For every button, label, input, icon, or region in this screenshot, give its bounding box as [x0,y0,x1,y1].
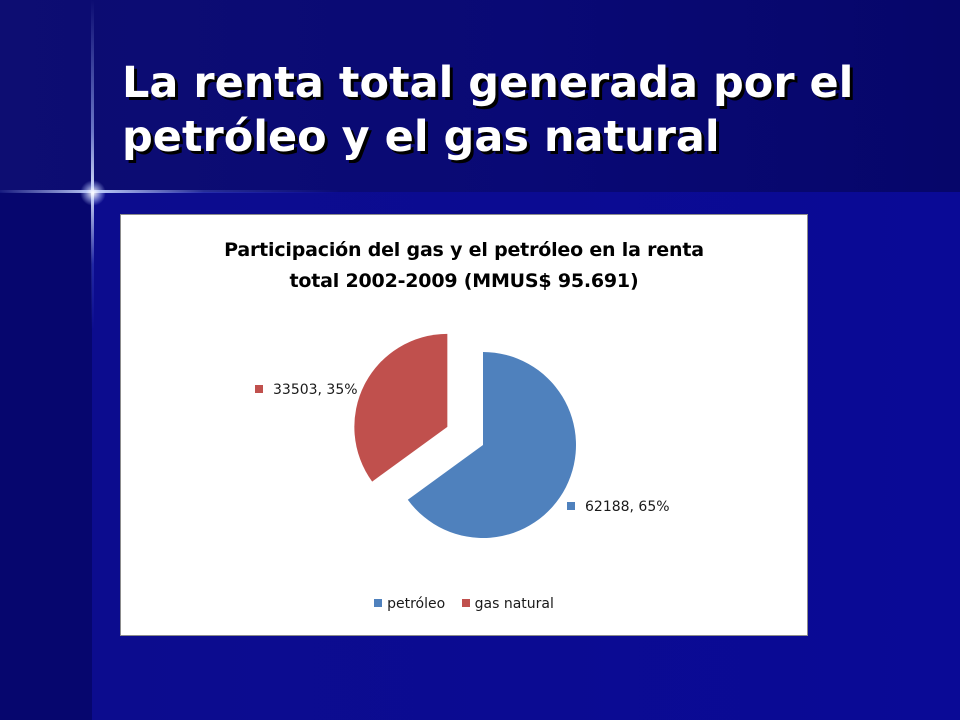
chart-legend: petróleo gas natural [121,596,807,612]
sparkle-line-horizontal [0,190,340,193]
legend-swatch-gas-natural [461,599,470,607]
legend-label-gas-natural: gas natural [474,596,554,612]
title-band [0,0,960,192]
data-label-marker-gas-natural [255,385,263,393]
chart-area: Participación del gas y el petróleo en l… [120,214,808,636]
sparkle-star-icon [80,180,106,206]
slide-title: La renta total generada por el petróleo … [122,56,922,164]
data-label-marker-petroleo [567,502,575,510]
chart-title: Participación del gas y el petróleo en l… [121,235,807,297]
data-label-text-petroleo: 62188, 65% [585,499,670,515]
chart-title-line-2: total 2002-2009 (MMUS$ 95.691) [289,270,639,292]
legend-label-petroleo: petróleo [387,596,446,612]
legend-item-petroleo: petróleo [374,596,445,612]
sparkle-line-vertical [91,0,94,330]
pie-slice-petroleo [407,352,576,538]
pie-chart [354,333,576,538]
pie-slice-gas-natural [354,333,448,482]
chart-title-line-1: Participación del gas y el petróleo en l… [224,239,704,261]
data-label-gas-natural: 33503, 35% [255,382,358,398]
legend-swatch-petroleo [374,599,383,607]
legend-item-gas-natural: gas natural [461,596,554,612]
slide-title-line-2: petróleo y el gas natural [122,112,720,162]
slide-title-line-1: La renta total generada por el [122,58,854,108]
data-label-text-gas-natural: 33503, 35% [273,382,358,398]
data-label-petroleo: 62188, 65% [567,499,670,515]
